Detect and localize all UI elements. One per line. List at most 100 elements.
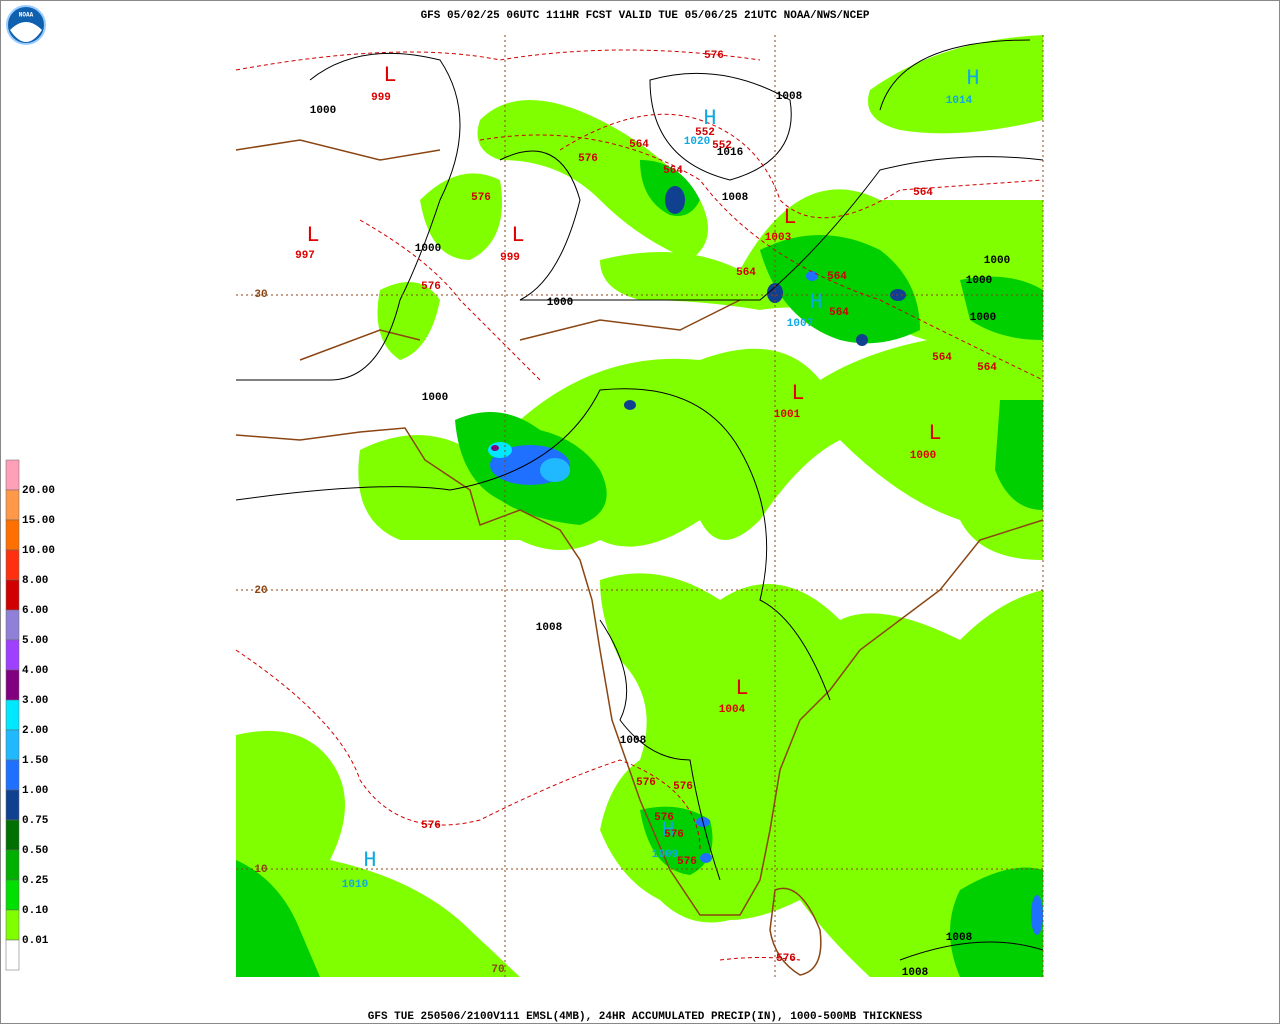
legend-swatch <box>5 789 20 821</box>
legend-swatch <box>5 909 20 941</box>
precip-heavy <box>488 186 1043 935</box>
thk-label: 576 <box>677 856 697 868</box>
isobars <box>235 39 1044 961</box>
map-caption: GFS TUE 250506/2100V111 EMSL(4MB), 24HR … <box>368 1011 923 1023</box>
legend-swatch <box>5 729 20 761</box>
high-value: 1020 <box>684 136 710 148</box>
legend-swatch <box>5 549 20 581</box>
legend-swatch <box>5 819 20 851</box>
legend-swatch <box>5 609 20 641</box>
grd-label: 70 <box>491 964 504 976</box>
noaa-logo: NOAA <box>6 5 46 45</box>
coastline <box>235 139 1044 976</box>
low-value: 1004 <box>719 704 746 716</box>
lat-lon-grid <box>236 35 1044 977</box>
thk-label: 576 <box>776 953 796 965</box>
legend-label: 0.75 <box>22 815 49 827</box>
legend-swatch <box>5 849 20 881</box>
low-letter: L <box>791 381 804 406</box>
legend-label: 0.50 <box>22 845 48 857</box>
iso-label: 1000 <box>422 392 448 404</box>
legend-swatch <box>5 459 20 491</box>
iso-label: 1000 <box>310 105 336 117</box>
thk-label: 576 <box>654 812 674 824</box>
low-value: 1001 <box>774 409 801 421</box>
iso-label: 1008 <box>776 91 803 103</box>
legend-label: 8.00 <box>22 575 48 587</box>
grd-label: 30 <box>254 289 267 301</box>
legend-swatch <box>5 879 20 911</box>
low-value: 997 <box>295 250 315 262</box>
legend-swatch <box>5 699 20 731</box>
thk-label: 564 <box>913 187 933 199</box>
low-value: 1003 <box>765 232 792 244</box>
legend-label: 0.01 <box>22 935 49 947</box>
legend-label: 1.50 <box>22 755 48 767</box>
high-value: 1009 <box>652 849 678 861</box>
legend-label: 20.00 <box>22 485 55 497</box>
thk-label: 576 <box>421 281 441 293</box>
thk-label: 564 <box>827 271 847 283</box>
thk-label: 564 <box>932 352 952 364</box>
low-letter: L <box>735 676 748 701</box>
svg-text:NOAA: NOAA <box>19 12 34 19</box>
thk-label: 576 <box>636 777 656 789</box>
thk-label: 576 <box>471 192 491 204</box>
low-letter: L <box>928 421 941 446</box>
high-letter: H <box>363 848 376 873</box>
legend-label: 15.00 <box>22 515 55 527</box>
iso-label: 1000 <box>970 312 996 324</box>
high-value: 1007 <box>787 318 813 330</box>
high-letter: H <box>809 290 822 315</box>
thk-label: 564 <box>736 267 756 279</box>
low-value: 1000 <box>910 450 936 462</box>
iso-label: 1000 <box>415 243 441 255</box>
legend-swatch <box>5 489 20 521</box>
legend-label: 2.00 <box>22 725 48 737</box>
thk-label: 564 <box>829 307 849 319</box>
low-value: 999 <box>500 252 520 264</box>
low-value: 999 <box>371 92 391 104</box>
precip-legend: 20.00 15.00 10.00 8.00 6.00 5.00 4.00 3.00 2.00 1… <box>5 459 55 971</box>
high-letter: H <box>703 106 716 131</box>
thk-label: 576 <box>421 820 441 832</box>
low-letter: L <box>783 205 796 230</box>
legend-label: 3.00 <box>22 695 48 707</box>
legend-label: 0.25 <box>22 875 49 887</box>
iso-label: 1008 <box>902 967 929 979</box>
thk-label: 576 <box>673 781 693 793</box>
thk-label: 552 <box>695 127 715 139</box>
high-letter: H <box>966 66 979 91</box>
high-letter: H <box>661 818 674 843</box>
thk-label: 576 <box>704 50 724 62</box>
legend-swatch <box>5 669 20 701</box>
thickness-lines <box>235 49 1044 961</box>
legend-label: 1.00 <box>22 785 48 797</box>
high-value: 1014 <box>946 95 973 107</box>
legend-label: 10.00 <box>22 545 55 557</box>
thk-label: 552 <box>712 140 732 152</box>
map-labels: L 999 L 997 L 999 L 1003 L 1001 L 1000 L 1004 H 1014 H 10… <box>254 50 1010 979</box>
grd-label: 20 <box>254 585 267 597</box>
low-letter: L <box>511 223 524 248</box>
iso-label: 1008 <box>620 735 647 747</box>
legend-label: 0.10 <box>22 905 48 917</box>
legend-label: 5.00 <box>22 635 48 647</box>
thk-label: 564 <box>977 362 997 374</box>
legend-swatch <box>5 519 20 551</box>
iso-label: 1000 <box>966 275 992 287</box>
legend-swatch <box>5 579 20 611</box>
thk-label: 576 <box>664 829 684 841</box>
legend-swatch <box>5 759 20 791</box>
iso-label: 1008 <box>722 192 749 204</box>
legend-swatch <box>5 639 20 671</box>
legend-swatch <box>5 939 20 971</box>
legend-label: 6.00 <box>22 605 48 617</box>
iso-label: 1000 <box>984 255 1010 267</box>
thk-label: 576 <box>578 153 598 165</box>
legend-label: 4.00 <box>22 665 48 677</box>
low-letter: L <box>383 63 396 88</box>
iso-label: 1008 <box>946 932 973 944</box>
iso-label: 1016 <box>717 147 743 159</box>
